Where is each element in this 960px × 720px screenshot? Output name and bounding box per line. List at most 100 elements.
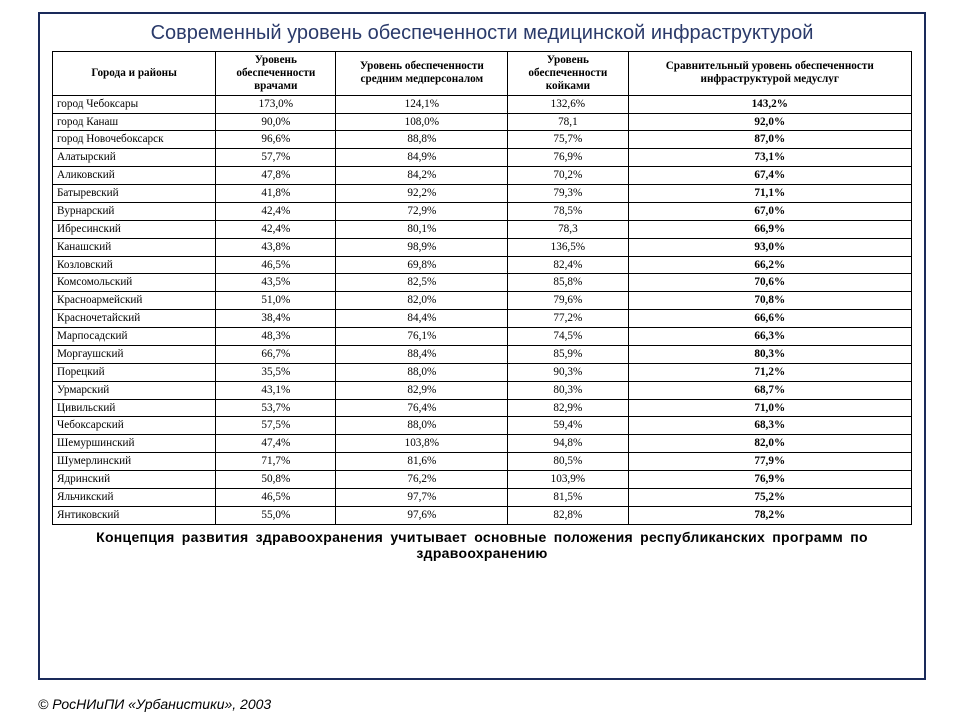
row-name-cell: Марпосадский [53,328,216,346]
table-row: Алатырский57,7%84,9%76,9%73,1% [53,149,912,167]
row-value-cell: 51,0% [216,292,336,310]
row-name-cell: город Новочебоксарск [53,131,216,149]
page-subtitle: Концепция развития здравоохранения учиты… [52,529,912,563]
row-name-cell: Шемуршинский [53,435,216,453]
row-value-cell: 35,5% [216,363,336,381]
row-value-cell: 94,8% [508,435,628,453]
row-value-cell: 74,5% [508,328,628,346]
row-value-cell: 43,1% [216,381,336,399]
row-value-cell: 88,4% [336,345,508,363]
table-row: Яльчикский46,5%97,7%81,5%75,2% [53,488,912,506]
table-row: Чебоксарский57,5%88,0%59,4%68,3% [53,417,912,435]
row-name-cell: Алатырский [53,149,216,167]
row-value-cell: 82,8% [508,506,628,524]
row-value-cell: 71,2% [628,363,912,381]
page-title: Современный уровень обеспеченности медиц… [52,22,912,45]
row-value-cell: 82,4% [508,256,628,274]
row-value-cell: 90,3% [508,363,628,381]
table-row: Вурнарский42,4%72,9%78,5%67,0% [53,202,912,220]
table-row: Урмарский43,1%82,9%80,3%68,7% [53,381,912,399]
row-value-cell: 79,3% [508,185,628,203]
row-value-cell: 108,0% [336,113,508,131]
row-value-cell: 82,0% [628,435,912,453]
row-value-cell: 78,1 [508,113,628,131]
row-value-cell: 68,7% [628,381,912,399]
row-value-cell: 85,8% [508,274,628,292]
row-value-cell: 69,8% [336,256,508,274]
copyright-line: © РосНИиПИ «Урбанистики», 2003 [38,696,271,712]
row-name-cell: Батыревский [53,185,216,203]
table-row: город Новочебоксарск96,6%88,8%75,7%87,0% [53,131,912,149]
row-value-cell: 41,8% [216,185,336,203]
row-value-cell: 85,9% [508,345,628,363]
row-value-cell: 77,9% [628,453,912,471]
table-row: Шемуршинский47,4%103,8%94,8%82,0% [53,435,912,453]
row-value-cell: 92,0% [628,113,912,131]
row-value-cell: 88,0% [336,363,508,381]
slide-frame: Современный уровень обеспеченности медиц… [38,12,926,680]
row-value-cell: 66,9% [628,220,912,238]
row-name-cell: Красночетайский [53,310,216,328]
row-name-cell: Шумерлинский [53,453,216,471]
table-row: Батыревский41,8%92,2%79,3%71,1% [53,185,912,203]
row-value-cell: 72,9% [336,202,508,220]
row-value-cell: 66,2% [628,256,912,274]
table-row: Комсомольский43,5%82,5%85,8%70,6% [53,274,912,292]
table-row: Ибресинский42,4%80,1%78,366,9% [53,220,912,238]
row-name-cell: Яльчикский [53,488,216,506]
row-value-cell: 79,6% [508,292,628,310]
medical-infrastructure-table: Города и районыУровень обеспеченности вр… [52,51,912,525]
row-value-cell: 90,0% [216,113,336,131]
row-value-cell: 143,2% [628,95,912,113]
row-name-cell: Красноармейский [53,292,216,310]
row-value-cell: 132,6% [508,95,628,113]
row-name-cell: Урмарский [53,381,216,399]
row-name-cell: город Канаш [53,113,216,131]
row-value-cell: 76,9% [628,471,912,489]
row-value-cell: 93,0% [628,238,912,256]
row-value-cell: 76,4% [336,399,508,417]
row-value-cell: 78,3 [508,220,628,238]
row-value-cell: 67,0% [628,202,912,220]
row-value-cell: 68,3% [628,417,912,435]
table-row: Янтиковский55,0%97,6%82,8%78,2% [53,506,912,524]
row-value-cell: 75,7% [508,131,628,149]
table-row: Ядринский50,8%76,2%103,9%76,9% [53,471,912,489]
row-name-cell: Комсомольский [53,274,216,292]
table-row: Порецкий35,5%88,0%90,3%71,2% [53,363,912,381]
row-value-cell: 46,5% [216,488,336,506]
row-value-cell: 82,0% [336,292,508,310]
row-value-cell: 42,4% [216,220,336,238]
row-value-cell: 76,2% [336,471,508,489]
row-value-cell: 80,5% [508,453,628,471]
table-row: Красночетайский38,4%84,4%77,2%66,6% [53,310,912,328]
row-value-cell: 67,4% [628,167,912,185]
row-name-cell: Янтиковский [53,506,216,524]
row-value-cell: 84,4% [336,310,508,328]
row-value-cell: 53,7% [216,399,336,417]
row-value-cell: 103,9% [508,471,628,489]
table-row: Цивильский53,7%76,4%82,9%71,0% [53,399,912,417]
row-value-cell: 103,8% [336,435,508,453]
row-value-cell: 96,6% [216,131,336,149]
table-column-header: Сравнительный уровень обеспеченности инф… [628,52,912,96]
row-value-cell: 92,2% [336,185,508,203]
table-row: Моргаушский66,7%88,4%85,9%80,3% [53,345,912,363]
table-row: Канашский43,8%98,9%136,5%93,0% [53,238,912,256]
row-value-cell: 81,5% [508,488,628,506]
table-row: город Канаш90,0%108,0%78,192,0% [53,113,912,131]
row-value-cell: 136,5% [508,238,628,256]
row-value-cell: 43,5% [216,274,336,292]
row-value-cell: 173,0% [216,95,336,113]
row-name-cell: Порецкий [53,363,216,381]
row-name-cell: Ибресинский [53,220,216,238]
row-name-cell: Аликовский [53,167,216,185]
row-value-cell: 46,5% [216,256,336,274]
row-value-cell: 84,9% [336,149,508,167]
row-value-cell: 77,2% [508,310,628,328]
table-row: Марпосадский48,3%76,1%74,5%66,3% [53,328,912,346]
row-value-cell: 75,2% [628,488,912,506]
row-value-cell: 59,4% [508,417,628,435]
row-value-cell: 80,1% [336,220,508,238]
row-value-cell: 47,8% [216,167,336,185]
